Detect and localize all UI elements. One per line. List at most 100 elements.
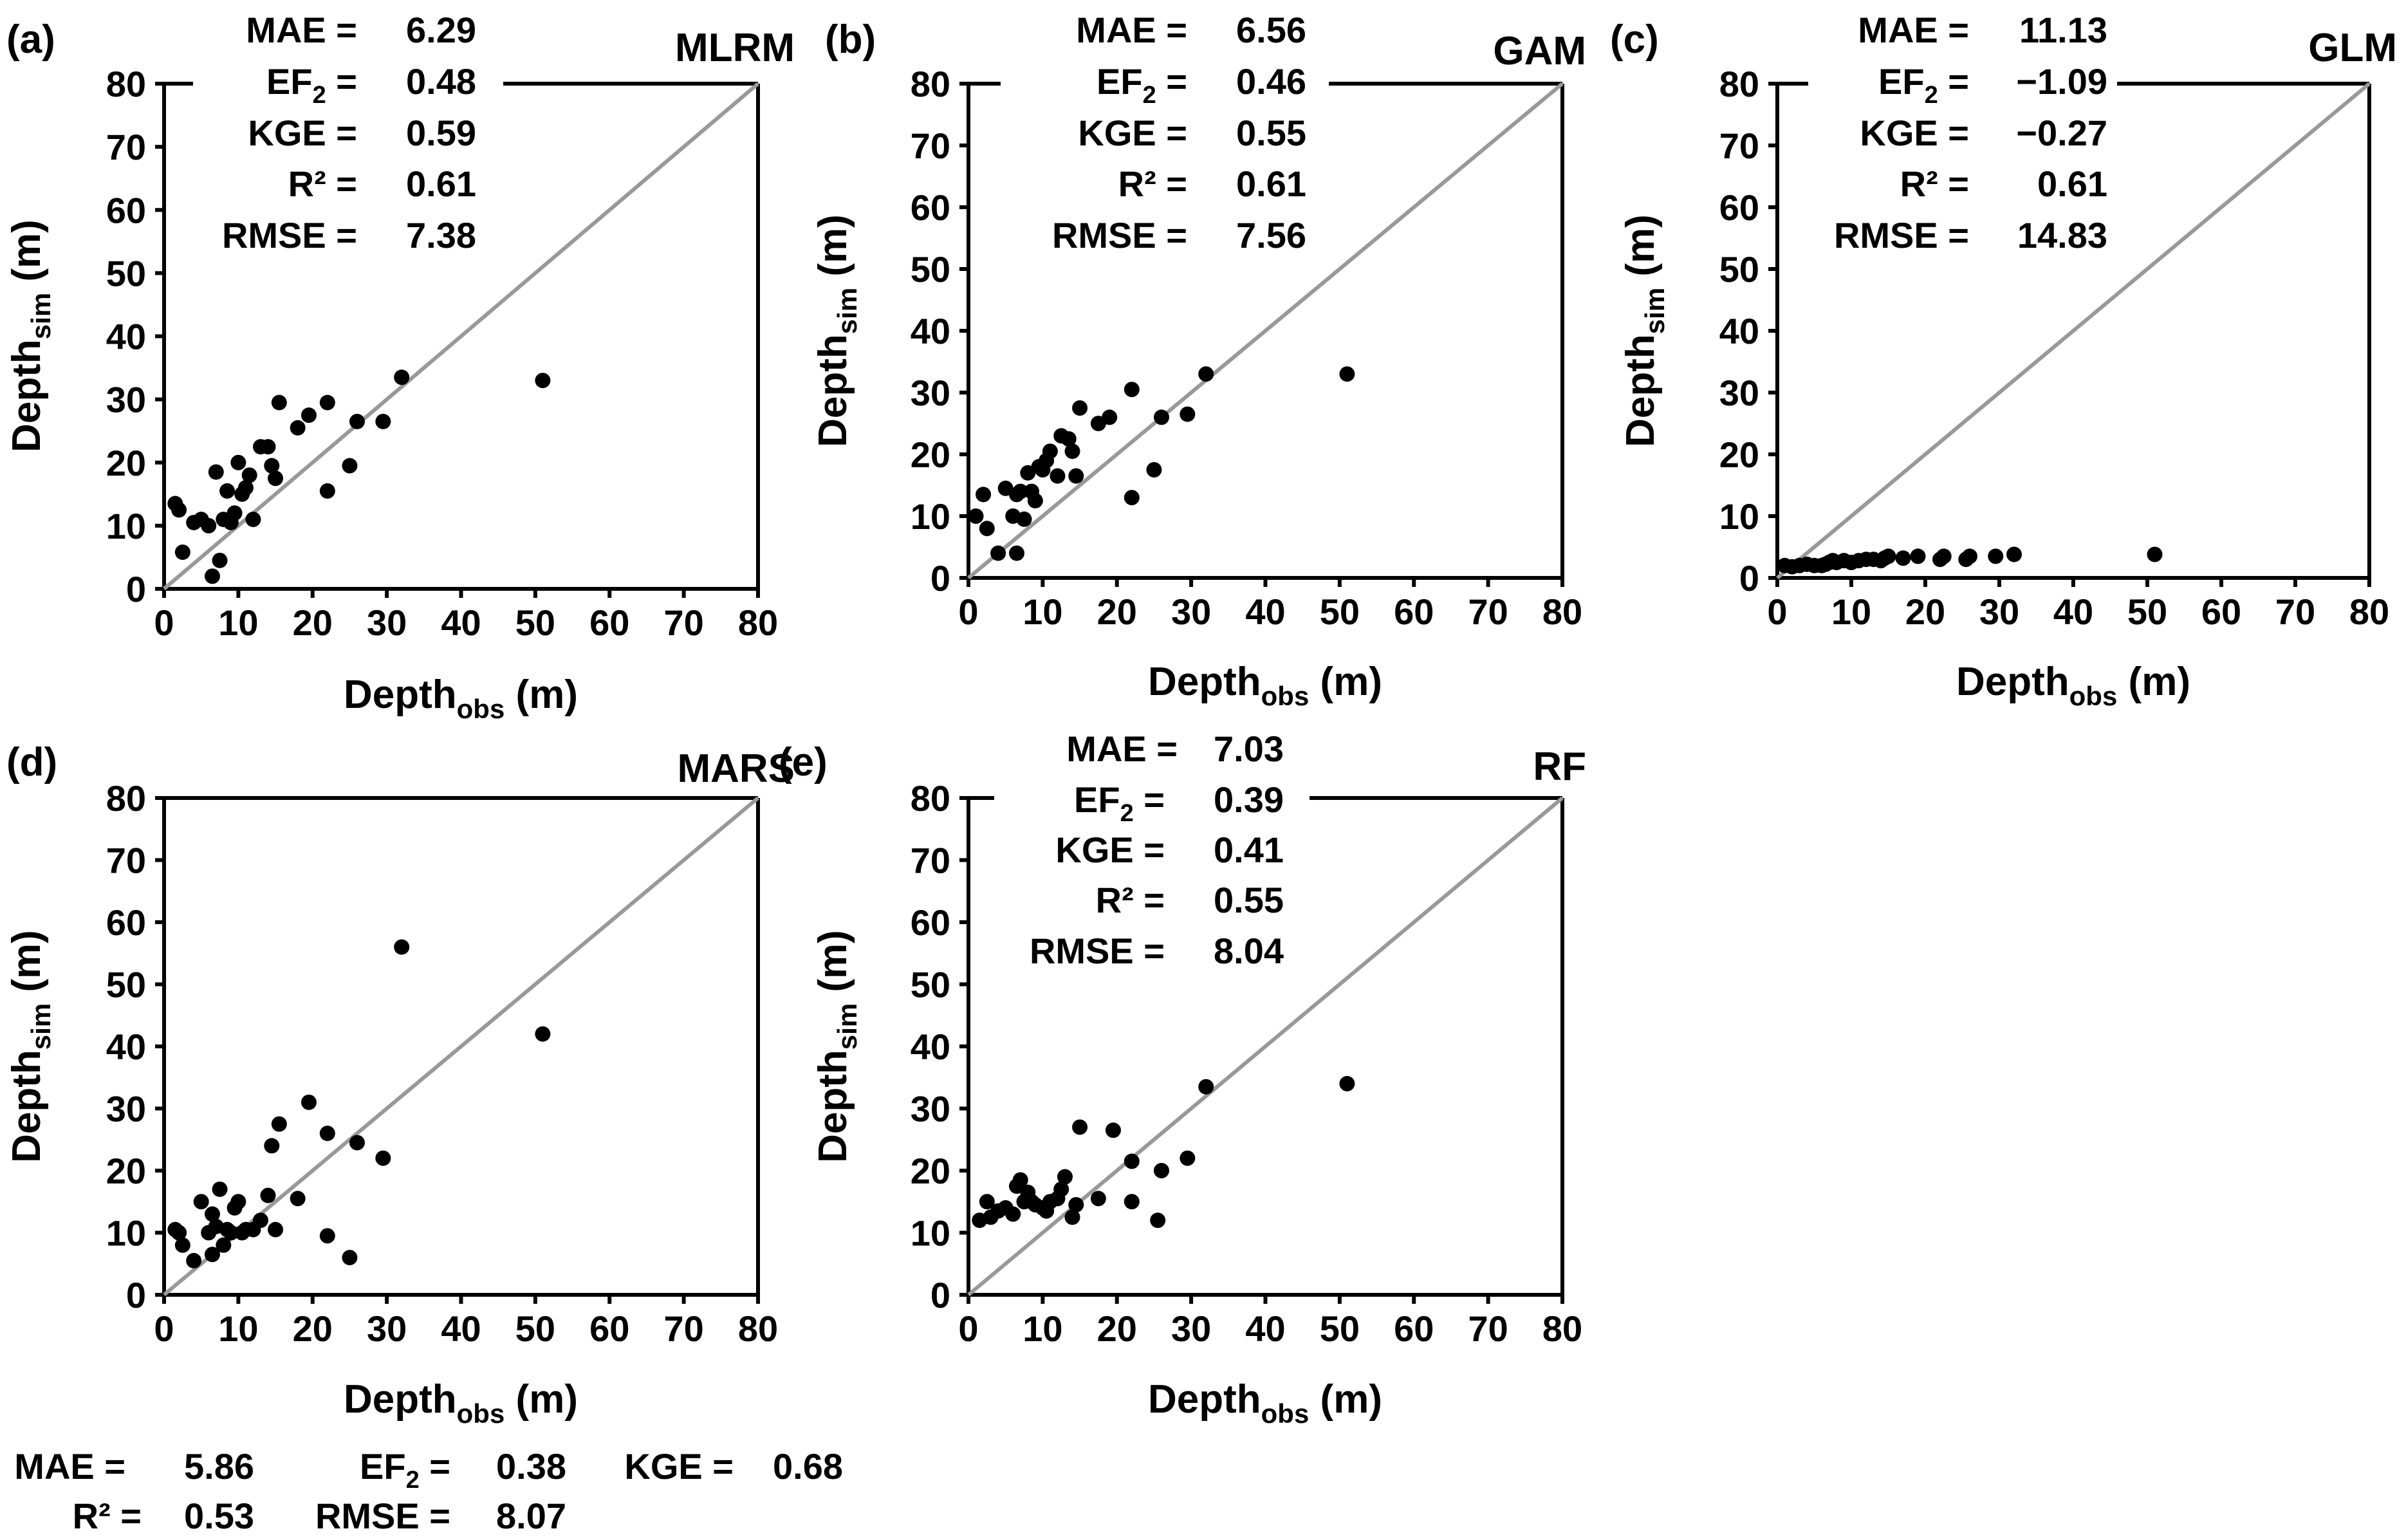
x-tick-label-a: 30 (367, 602, 407, 643)
y-tick-label-e: 80 (911, 778, 950, 819)
x-tick-label-a: 70 (663, 602, 703, 643)
data-point-b (1012, 483, 1028, 499)
kge-name-e: KGE = (1055, 830, 1165, 870)
x-tick-label-a: 50 (515, 602, 555, 643)
y-tick-label-a: 30 (106, 380, 146, 420)
data-point-b (1146, 462, 1162, 478)
y-tick-label-c: 10 (1719, 496, 1759, 537)
kge-name-d: KGE = (624, 1446, 734, 1487)
y-tick-label-d: 20 (106, 1151, 146, 1191)
points-b (968, 366, 1355, 561)
data-point-a (219, 483, 236, 499)
panel-label-e: (e) (779, 740, 828, 784)
y-tick-label-c: 0 (1739, 558, 1759, 598)
ticks-d: 00 10 10 20 20 30 30 40 40 50 50 60 60 70 70 80 80 (106, 778, 778, 1349)
y-tick-label-e: 20 (911, 1151, 950, 1191)
data-point-b (1064, 443, 1080, 459)
data-point-b (1072, 400, 1088, 416)
data-point-e (1090, 1191, 1106, 1207)
data-point-c (1988, 548, 2004, 564)
y-tick-label-c: 50 (1719, 249, 1759, 290)
data-point-b (1068, 468, 1084, 484)
rmse-name-a: RMSE = (222, 215, 357, 255)
y-tick-label-c: 70 (1719, 125, 1759, 166)
x-tick-label-b: 0 (958, 591, 978, 632)
data-point-b (1050, 468, 1066, 484)
y-tick-label-e: 70 (911, 840, 950, 881)
data-point-a (264, 458, 280, 474)
x-tick-label-e: 50 (1320, 1308, 1360, 1349)
x-tick-label-d: 10 (218, 1308, 258, 1349)
data-point-b (1060, 431, 1077, 447)
points-a (167, 369, 551, 584)
data-point-b (1153, 409, 1169, 425)
mae-name-e: MAE = (1066, 728, 1178, 769)
x-tick-label-b: 10 (1023, 591, 1062, 632)
data-point-d (260, 1187, 276, 1203)
ef2-value-d: 0.38 (496, 1446, 566, 1487)
x-tick-label-e: 70 (1468, 1308, 1508, 1349)
x-tick-label-b: 20 (1097, 591, 1137, 632)
data-point-a (174, 544, 190, 561)
data-point-b (968, 508, 984, 524)
data-point-a (375, 413, 391, 429)
data-point-a (230, 454, 246, 470)
kge-value-a: 0.59 (406, 113, 476, 153)
r2-value-a: 0.61 (406, 163, 476, 204)
data-point-a (204, 568, 220, 584)
rmse-name-b: RMSE = (1052, 215, 1187, 255)
data-point-a (319, 394, 335, 411)
panel-label-b: (b) (825, 17, 876, 62)
data-point-e (1105, 1122, 1121, 1138)
y-tick-label-b: 10 (911, 496, 950, 537)
y-tick-label-a: 20 (106, 443, 146, 483)
y-tick-label-e: 10 (911, 1213, 950, 1254)
data-point-b (1016, 511, 1032, 527)
y-tick-label-b: 40 (911, 311, 950, 351)
mae-value-b: 6.56 (1236, 10, 1306, 50)
rmse-name-d: RMSE = (315, 1496, 450, 1536)
y-tick-label-b: 0 (930, 558, 950, 598)
data-point-a (241, 467, 257, 483)
r2-name-e: R² = (1096, 880, 1165, 920)
data-point-d (252, 1212, 268, 1229)
data-point-a (319, 483, 335, 499)
data-point-e (1053, 1181, 1069, 1197)
model-name-a: MLRM (675, 26, 795, 70)
data-point-a (212, 552, 228, 568)
y-tick-label-d: 70 (106, 840, 146, 881)
y-axis-label-e: Depthsim (m) (811, 930, 862, 1163)
rmse-name-c: RMSE = (1834, 215, 1969, 255)
panel-label-a: (a) (6, 17, 55, 62)
model-name-d: MARS (677, 747, 795, 791)
ticks-e: 00 10 10 20 20 30 30 40 40 50 50 60 60 70 70 80 80 (911, 778, 1582, 1349)
x-tick-label-b: 80 (1542, 591, 1582, 632)
data-point-d (174, 1237, 190, 1253)
kge-name-b: KGE = (1078, 113, 1187, 153)
data-point-e (1339, 1075, 1355, 1091)
data-point-e (1072, 1119, 1088, 1135)
data-point-a (245, 512, 261, 528)
data-point-e (1057, 1169, 1073, 1185)
x-tick-label-d: 40 (441, 1308, 481, 1349)
x-tick-label-a: 60 (589, 602, 629, 643)
data-point-c (1880, 548, 1896, 564)
y-tick-label-e: 60 (911, 902, 950, 943)
y-tick-label-b: 50 (911, 249, 950, 290)
model-name-e: RF (1533, 745, 1586, 789)
data-point-e (1150, 1212, 1166, 1229)
x-axis-label-a: Depthobs (m) (344, 673, 578, 724)
panel-a: 00 10 10 20 20 30 30 40 40 50 50 60 60 70 70 80 80 (a) M… (5, 10, 795, 724)
panel-e: 00 10 10 20 20 30 30 40 40 50 50 60 60 70 70 80 80 (e) R… (779, 728, 1586, 1429)
x-tick-label-b: 60 (1394, 591, 1434, 632)
data-point-b (990, 545, 1006, 561)
data-point-c (1910, 548, 1926, 564)
data-point-a (290, 420, 306, 436)
x-tick-label-c: 10 (1831, 591, 1871, 632)
data-point-d (301, 1094, 317, 1110)
data-point-b (1008, 545, 1024, 561)
panel-c: 00 10 10 20 20 30 30 40 40 50 50 60 60 70 70 80 80 (c) G… (1610, 10, 2397, 711)
y-tick-label-d: 50 (106, 965, 146, 1005)
reference-line-a (163, 82, 759, 591)
